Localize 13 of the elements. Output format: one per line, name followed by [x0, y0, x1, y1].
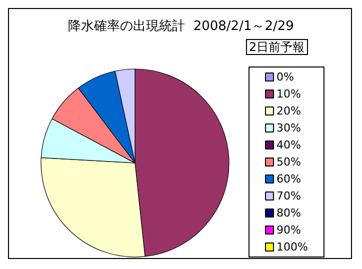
legend-label: 20%	[276, 104, 301, 118]
legend-label: 80%	[276, 206, 301, 220]
chart-title: 降水確率の出現統計 2008/2/1～2/29	[68, 18, 294, 34]
legend-label: 10%	[276, 88, 301, 100]
legend-label: 70%	[276, 190, 301, 202]
legend-title: 2日前予報	[249, 40, 305, 54]
legend-label: 60%	[276, 172, 301, 186]
legend-label: 40%	[276, 138, 301, 152]
legend-label: 30%	[276, 122, 301, 134]
legend-label: 0%	[276, 70, 294, 84]
legend-label: 50%	[276, 156, 301, 168]
legend-label: 100%	[276, 240, 308, 254]
legend-label: 90%	[276, 224, 301, 236]
